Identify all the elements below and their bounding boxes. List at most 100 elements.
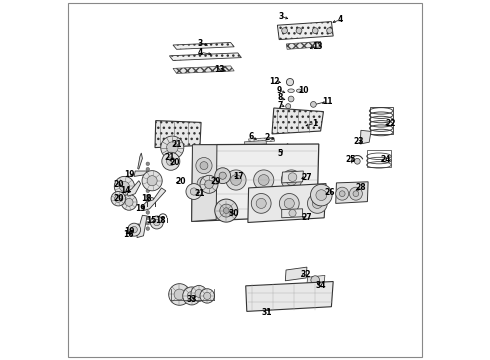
Text: 10: 10	[298, 86, 309, 95]
Text: 3: 3	[197, 39, 203, 48]
Polygon shape	[282, 171, 303, 183]
Text: 26: 26	[324, 188, 335, 197]
Polygon shape	[192, 145, 217, 221]
Circle shape	[198, 170, 219, 190]
Circle shape	[146, 205, 149, 209]
Text: 2: 2	[264, 133, 269, 142]
Text: 4: 4	[338, 15, 343, 24]
Polygon shape	[138, 153, 143, 169]
Text: 20: 20	[175, 177, 185, 186]
Circle shape	[111, 192, 125, 206]
Circle shape	[161, 136, 184, 159]
Circle shape	[146, 173, 149, 176]
Polygon shape	[286, 41, 321, 49]
Ellipse shape	[256, 198, 266, 208]
Text: 33: 33	[187, 295, 197, 304]
Circle shape	[327, 28, 333, 33]
Ellipse shape	[197, 177, 211, 190]
Circle shape	[205, 180, 213, 189]
Circle shape	[223, 208, 229, 213]
Ellipse shape	[307, 194, 327, 213]
Text: 28: 28	[356, 184, 366, 192]
Text: 17: 17	[233, 172, 244, 181]
Polygon shape	[307, 275, 325, 284]
Text: 21: 21	[164, 153, 174, 162]
Text: 15: 15	[146, 216, 157, 225]
Ellipse shape	[200, 162, 208, 170]
Circle shape	[125, 198, 133, 206]
Polygon shape	[155, 121, 201, 148]
Circle shape	[283, 149, 288, 153]
Text: 18: 18	[155, 216, 166, 225]
Circle shape	[187, 292, 196, 300]
Circle shape	[282, 28, 288, 33]
Text: 11: 11	[322, 97, 332, 106]
Ellipse shape	[284, 198, 294, 208]
Circle shape	[258, 175, 269, 185]
Text: 22: 22	[386, 118, 396, 127]
Circle shape	[174, 289, 185, 300]
Circle shape	[146, 227, 149, 230]
Circle shape	[169, 284, 190, 305]
Circle shape	[195, 289, 203, 297]
Circle shape	[186, 184, 202, 199]
Circle shape	[127, 223, 141, 236]
Circle shape	[289, 210, 296, 217]
Text: 25: 25	[345, 154, 355, 163]
Text: 24: 24	[381, 154, 392, 163]
Text: 21: 21	[195, 189, 205, 198]
Circle shape	[215, 199, 238, 222]
Polygon shape	[245, 140, 267, 145]
Circle shape	[153, 219, 160, 226]
Text: 6: 6	[249, 132, 254, 141]
Ellipse shape	[312, 198, 322, 208]
Circle shape	[219, 172, 226, 179]
Text: 19: 19	[124, 170, 134, 179]
Ellipse shape	[288, 89, 294, 93]
Polygon shape	[285, 267, 307, 281]
Polygon shape	[248, 184, 326, 222]
Circle shape	[281, 170, 301, 190]
Circle shape	[146, 178, 149, 182]
Text: 27: 27	[301, 173, 312, 181]
Circle shape	[296, 28, 302, 33]
Circle shape	[200, 289, 215, 303]
Text: 9: 9	[276, 86, 282, 95]
Circle shape	[146, 184, 149, 187]
Text: 34: 34	[316, 281, 326, 289]
Circle shape	[311, 276, 319, 284]
Polygon shape	[245, 282, 333, 311]
Text: 5: 5	[278, 149, 283, 158]
Circle shape	[312, 28, 318, 33]
Circle shape	[121, 194, 137, 210]
Circle shape	[215, 168, 231, 184]
Ellipse shape	[296, 89, 301, 93]
Circle shape	[146, 167, 149, 171]
Circle shape	[167, 142, 178, 153]
Text: 27: 27	[301, 213, 312, 222]
Circle shape	[339, 191, 345, 197]
Polygon shape	[137, 215, 147, 238]
Circle shape	[354, 158, 360, 164]
Circle shape	[115, 195, 122, 202]
Text: 7: 7	[277, 100, 283, 109]
Circle shape	[220, 204, 233, 217]
Circle shape	[146, 221, 149, 225]
Circle shape	[150, 216, 163, 229]
Circle shape	[226, 170, 246, 190]
Text: 19: 19	[124, 227, 134, 236]
Text: 14: 14	[120, 186, 131, 194]
Text: 31: 31	[261, 308, 272, 317]
Text: 16: 16	[123, 230, 133, 239]
Text: 32: 32	[300, 270, 311, 279]
Text: 18: 18	[141, 194, 151, 203]
Circle shape	[311, 184, 332, 206]
Polygon shape	[127, 181, 141, 196]
Polygon shape	[272, 108, 323, 134]
Circle shape	[114, 176, 134, 197]
Circle shape	[120, 181, 129, 192]
Polygon shape	[170, 53, 242, 60]
Polygon shape	[134, 171, 147, 176]
Text: 4: 4	[197, 48, 203, 57]
Circle shape	[191, 285, 207, 301]
